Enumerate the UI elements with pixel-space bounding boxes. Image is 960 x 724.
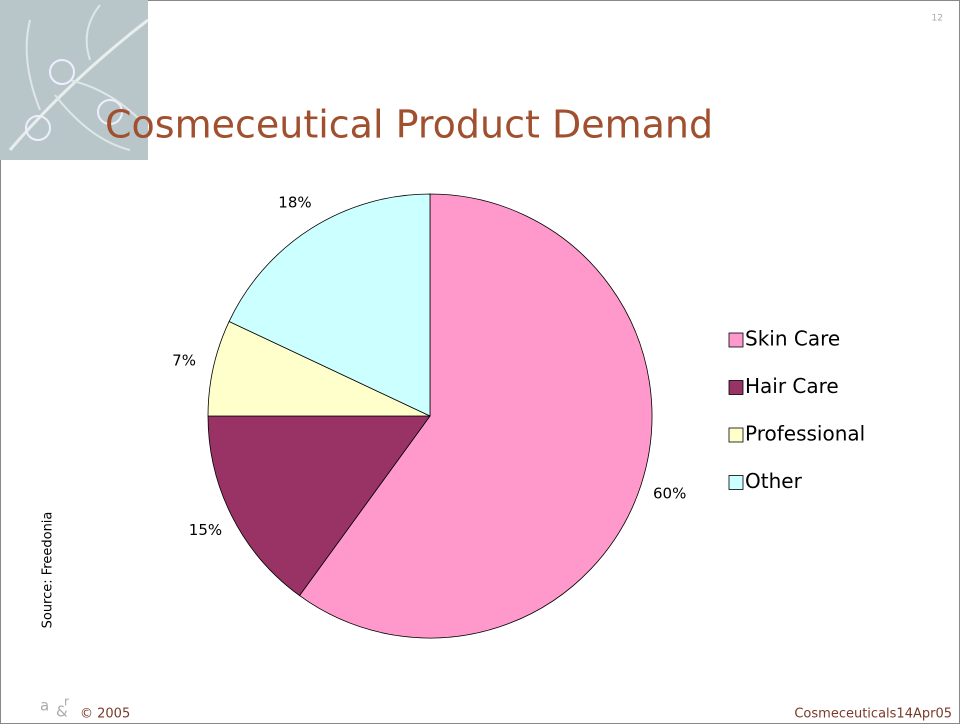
- slice-label: 15%: [189, 521, 222, 539]
- svg-text:r: r: [64, 695, 69, 709]
- legend-swatch: [728, 380, 744, 395]
- legend-label: Hair Care: [745, 374, 839, 398]
- legend-swatch: [728, 427, 744, 443]
- logo: a & r: [40, 695, 69, 721]
- legend-label: Skin Care: [745, 327, 840, 351]
- pie-slice: [228, 193, 431, 417]
- pie-slice: [207, 415, 431, 597]
- slice-label: 7%: [172, 352, 196, 370]
- svg-text:a: a: [40, 697, 49, 715]
- footer-right: Cosmeceuticals14Apr05: [794, 707, 952, 722]
- source: Source: Freedonia: [41, 512, 56, 629]
- svg-text:&: &: [56, 703, 68, 721]
- legend-swatch: [728, 475, 744, 490]
- leaf-image: [0, 0, 149, 160]
- chart-title: Cosmeceutical Product Demand: [105, 103, 713, 147]
- legend-swatch: [728, 332, 744, 348]
- slice-label: 60%: [653, 484, 686, 502]
- legend-label: Other: [745, 469, 803, 493]
- pie-slice: [298, 193, 653, 639]
- legend-label: Professional: [745, 422, 865, 446]
- footer-left: © 2005: [80, 707, 130, 722]
- page-number: 12: [932, 14, 943, 24]
- slice-label: 18%: [278, 194, 311, 212]
